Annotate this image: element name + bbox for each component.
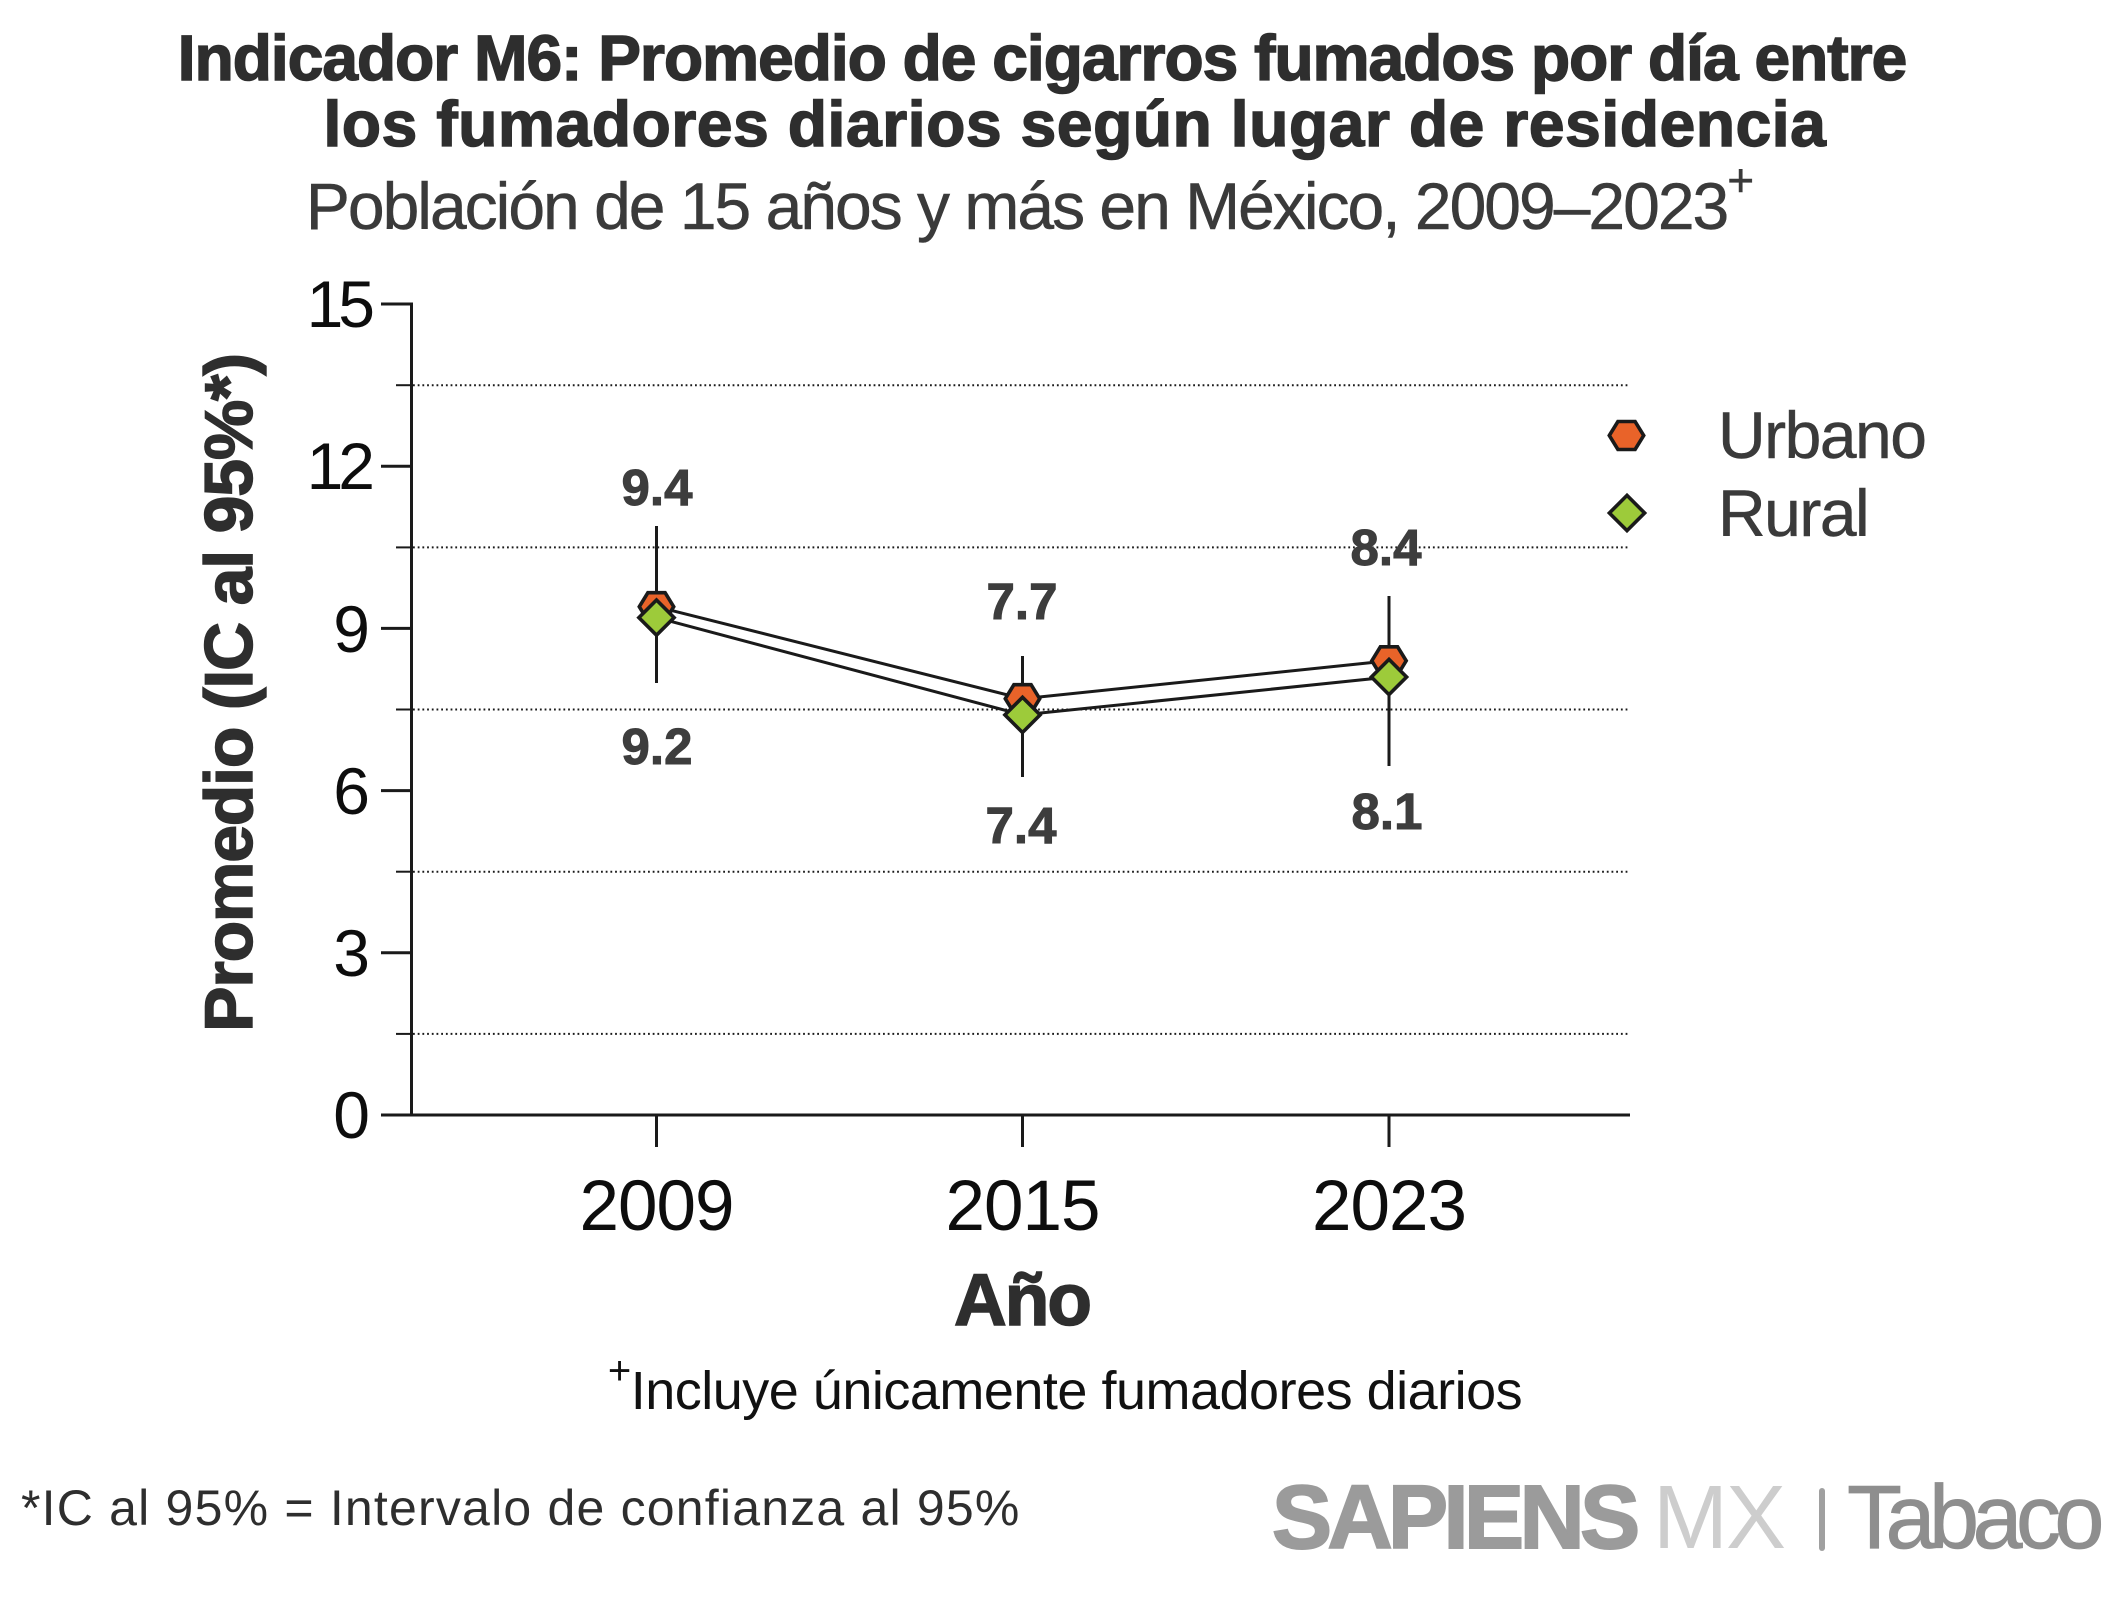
svg-text:los fumadores diarios según lu: los fumadores diarios según lugar de res… xyxy=(324,88,1827,160)
svg-text:9: 9 xyxy=(333,592,370,666)
svg-text:Indicador M6: Promedio de ciga: Indicador M6: Promedio de cigarros fumad… xyxy=(178,22,1906,94)
svg-text:Rural: Rural xyxy=(1718,476,1868,550)
svg-text:8.4: 8.4 xyxy=(1351,519,1423,576)
svg-text:9.2: 9.2 xyxy=(622,718,693,775)
svg-text:6: 6 xyxy=(333,754,370,828)
svg-text:3: 3 xyxy=(333,916,370,990)
svg-text:2009: 2009 xyxy=(580,1167,734,1246)
svg-text:Tabaco: Tabaco xyxy=(1847,1468,2101,1568)
svg-text:Año: Año xyxy=(954,1260,1090,1341)
svg-text:Población de 15 años y más en: Población de 15 años y más en México, 20… xyxy=(306,154,1754,243)
svg-text:MX: MX xyxy=(1653,1468,1785,1568)
svg-text:Urbano: Urbano xyxy=(1718,398,1925,472)
svg-text:2023: 2023 xyxy=(1312,1167,1466,1246)
svg-text:9.4: 9.4 xyxy=(622,459,694,516)
svg-text:15: 15 xyxy=(307,267,373,341)
svg-text:Promedio (IC al 95%*): Promedio (IC al 95%*) xyxy=(191,354,267,1032)
svg-text:7.7: 7.7 xyxy=(987,573,1058,630)
svg-text:+Incluye únicamente fumadores: +Incluye únicamente fumadores diarios xyxy=(608,1349,1522,1421)
svg-text:8.1: 8.1 xyxy=(1352,783,1423,840)
svg-text:0: 0 xyxy=(333,1078,370,1152)
svg-text:2015: 2015 xyxy=(946,1167,1100,1246)
svg-text:7.4: 7.4 xyxy=(986,797,1058,854)
svg-text:*IC al 95% = Intervalo de conf: *IC al 95% = Intervalo de confianza al 9… xyxy=(21,1480,1021,1536)
svg-text:SAPIENS: SAPIENS xyxy=(1272,1468,1637,1568)
svg-text:12: 12 xyxy=(307,429,373,503)
